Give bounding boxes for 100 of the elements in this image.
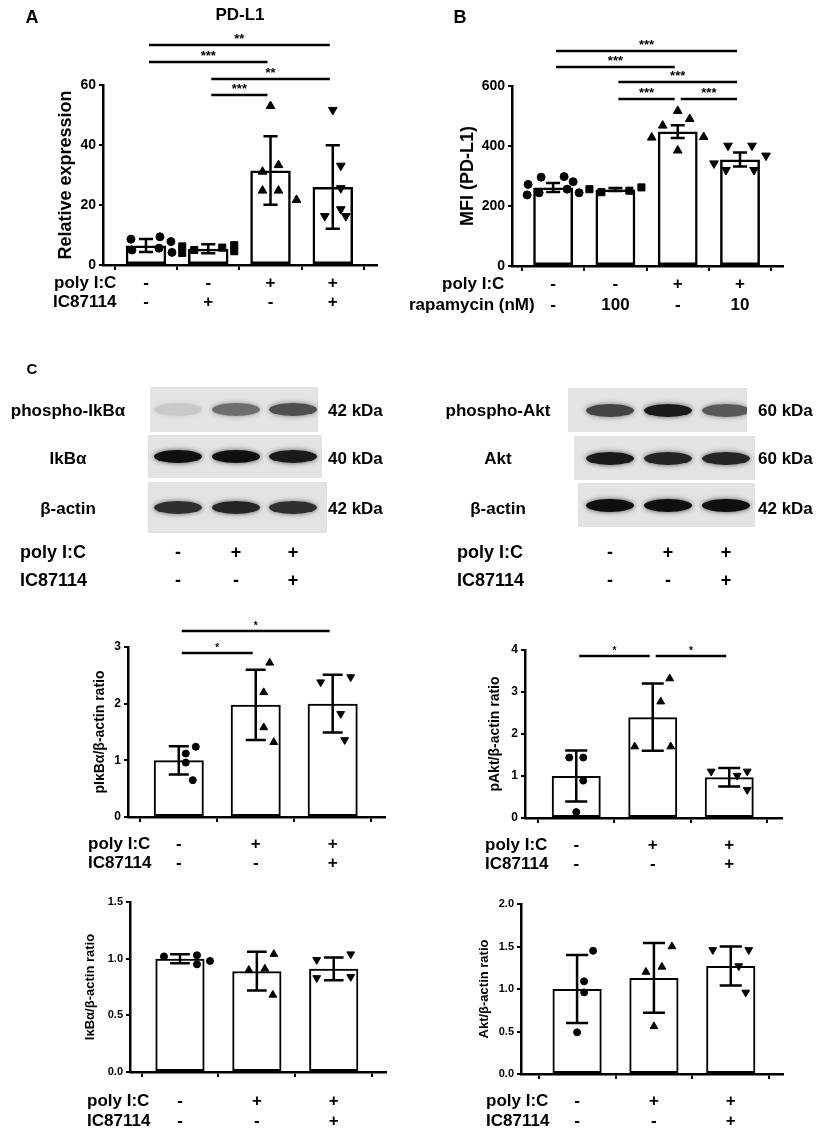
y-axis-title: IκBα/β-actin ratio xyxy=(81,933,97,1041)
text: IC87114 xyxy=(486,1110,550,1130)
x-tick-label: + - xyxy=(250,833,261,872)
text: phospho-Akt xyxy=(445,400,551,420)
y-tick-label: 0 xyxy=(88,255,97,272)
y-axis-title: MFI (PD-L1) xyxy=(456,126,477,226)
category-label: + + xyxy=(287,542,299,590)
x-tick-label: + - xyxy=(648,1090,659,1130)
text: Akt xyxy=(484,448,512,468)
y-tick-label: 3 xyxy=(511,684,519,699)
x-tick-label: - + xyxy=(203,272,214,311)
text: poly I:C xyxy=(486,1090,549,1110)
x-tick-label: + - xyxy=(672,274,683,315)
annotation: *** xyxy=(701,85,718,100)
text: 60 kDa xyxy=(758,448,813,468)
x-tick-label: + + xyxy=(327,833,338,872)
text: *** xyxy=(607,53,624,68)
y-tick-label: 1 xyxy=(511,768,519,783)
x-tick-label: - - xyxy=(175,833,182,872)
y-tick-label: 0.0 xyxy=(107,1065,123,1078)
y-tick-label: 0 xyxy=(497,256,506,273)
y-tick-label: 2.0 xyxy=(498,897,514,910)
category-label: - - xyxy=(175,542,181,590)
y-tick-label: 20 xyxy=(80,195,97,212)
text: β-actin xyxy=(40,498,96,518)
y-tick-label: 4 xyxy=(511,642,519,657)
x-tick-label: - - xyxy=(143,272,149,311)
y-axis-title: pIκBα/β-actin ratio xyxy=(90,670,107,794)
y-axis-title: Relative expression xyxy=(54,90,75,260)
y-tick-label: 1.5 xyxy=(107,895,123,908)
x-tick-label: - - xyxy=(573,834,580,873)
text: phospho-IkBα xyxy=(10,400,126,420)
text: IkBα xyxy=(49,448,87,468)
text: IC87114 xyxy=(88,852,152,872)
text: *** xyxy=(670,68,687,83)
annotation: * xyxy=(215,642,220,653)
text: poly I:C xyxy=(457,542,523,562)
text: 60 kDa xyxy=(758,400,813,420)
y-tick-label: 0 xyxy=(114,809,122,824)
annotation: * xyxy=(689,645,694,656)
text: IC87114 xyxy=(20,570,88,590)
text: 40 kDa xyxy=(328,448,383,468)
text: poly I:C xyxy=(442,274,505,294)
text: * xyxy=(253,620,258,631)
x-tick-label: + 10 xyxy=(730,274,750,315)
x-tick-label: - 100 xyxy=(601,274,630,315)
category-label: + + xyxy=(720,542,732,590)
y-tick-label: 1.5 xyxy=(498,939,514,952)
y-tick-label: 0.5 xyxy=(498,1024,514,1037)
text: poly I:C xyxy=(87,1090,150,1110)
y-tick-label: 1.0 xyxy=(107,951,123,964)
x-tick-label: - - xyxy=(574,1090,580,1130)
text: poly I:C xyxy=(485,834,548,854)
text: IC87114 xyxy=(87,1110,151,1130)
text: *** xyxy=(638,37,656,52)
x-tick-label: + + xyxy=(724,834,735,873)
y-tick-label: 60 xyxy=(80,75,97,92)
text: IC87114 xyxy=(485,853,549,873)
chart-title: PD-L1 xyxy=(215,4,265,24)
text: poly I:C xyxy=(54,272,117,292)
text: 42 kDa xyxy=(758,498,813,518)
category-label: + - xyxy=(662,542,674,590)
annotation: * xyxy=(612,645,617,656)
text: ** xyxy=(265,65,277,80)
x-tick-label: + - xyxy=(647,834,658,873)
y-tick-label: 40 xyxy=(80,135,97,152)
y-tick-label: 2 xyxy=(511,726,519,741)
y-tick-label: 2 xyxy=(114,695,122,710)
annotation: *** xyxy=(231,81,248,96)
text: B xyxy=(453,6,467,27)
x-tick-label: + + xyxy=(328,1090,339,1130)
text: rapamycin (nM) xyxy=(409,295,535,315)
text: poly I:C xyxy=(88,833,151,853)
y-axis-title: pAkt/β-actin ratio xyxy=(485,676,502,792)
x-tick-label: + + xyxy=(725,1090,736,1130)
text: 42 kDa xyxy=(328,498,383,518)
y-tick-label: 0.5 xyxy=(107,1008,123,1021)
y-axis-title: Akt/β-actin ratio xyxy=(475,939,491,1039)
text: poly I:C xyxy=(20,542,86,562)
text: IC87114 xyxy=(53,291,117,311)
y-tick-label: 1 xyxy=(114,752,122,767)
text: C xyxy=(26,359,38,377)
x-tick-label: + + xyxy=(327,272,338,311)
category-label: + - xyxy=(230,542,242,590)
y-tick-label: 400 xyxy=(481,136,506,153)
y-tick-label: 200 xyxy=(481,196,506,213)
category-label: - - xyxy=(607,542,613,590)
x-tick-label: + - xyxy=(251,1090,262,1130)
text: 42 kDa xyxy=(328,400,383,420)
y-tick-label: 0 xyxy=(511,810,519,825)
x-tick-label: - - xyxy=(550,274,556,315)
text: A xyxy=(25,6,39,27)
x-tick-label: - - xyxy=(177,1090,183,1130)
text: β-actin xyxy=(470,498,526,518)
text: IC87114 xyxy=(457,570,525,590)
y-tick-label: 3 xyxy=(114,639,122,654)
x-tick-label: + - xyxy=(265,272,276,311)
text: ** xyxy=(234,31,246,46)
y-tick-label: 600 xyxy=(481,76,506,93)
annotation: *** xyxy=(638,85,656,100)
